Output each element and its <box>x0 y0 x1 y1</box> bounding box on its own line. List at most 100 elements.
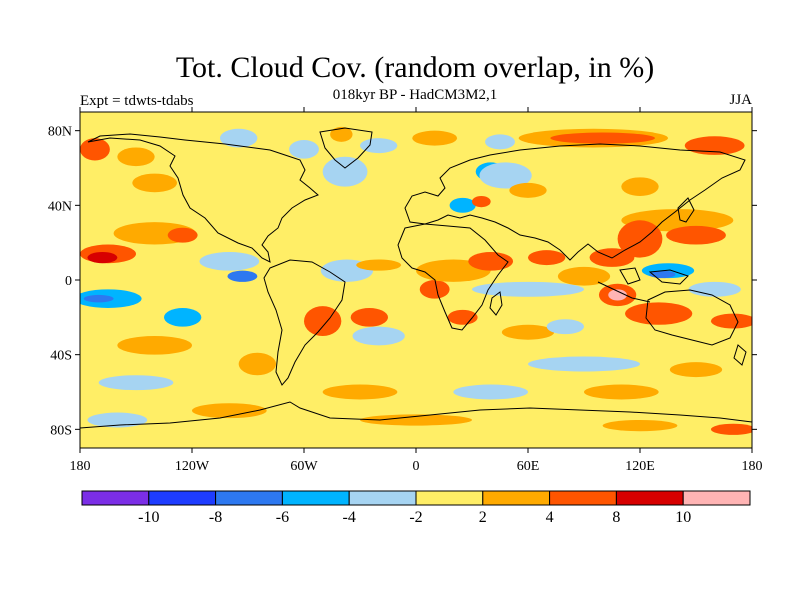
season-label: JJA <box>729 92 752 108</box>
anomaly-patch-2to4 <box>557 266 611 286</box>
coastline-greenland <box>319 127 373 169</box>
x-tick-label: 120W <box>175 459 210 474</box>
colorbar-label: -8 <box>209 509 222 526</box>
anomaly-patch-4to8 <box>710 423 752 435</box>
colorbar-label: -4 <box>343 509 356 526</box>
anomaly-patch-2to4 <box>238 352 276 376</box>
colorbar-box-below-10 <box>81 490 150 506</box>
coastline-antarctica <box>80 401 752 429</box>
colorbar-box-2to4 <box>482 490 551 506</box>
x-tick-label: 180 <box>742 459 763 474</box>
x-tick-label: 180 <box>70 459 91 474</box>
colorbar-label: -2 <box>409 509 422 526</box>
coastline-north-america <box>87 133 319 263</box>
colorbar-box--2to2 <box>415 490 484 506</box>
anomaly-patch-2to4 <box>621 177 659 197</box>
coastlines <box>80 127 752 429</box>
anomaly-patch-4to8 <box>167 227 198 243</box>
anomaly-patch-4to8 <box>625 302 693 325</box>
anomaly-field <box>80 126 752 435</box>
colorbar-box--6to-4 <box>281 490 350 506</box>
anomaly-patch--4to-2 <box>199 252 260 271</box>
y-tick-label: 0 <box>65 274 72 289</box>
anomaly-patch-2to4 <box>602 420 678 432</box>
anomaly-patch--4to-2 <box>546 319 584 335</box>
anomaly-patch-4to8 <box>666 225 726 245</box>
anomaly-patch--4to-2 <box>453 384 528 400</box>
experiment-label: Expt = tdwts-tdabs <box>80 93 194 109</box>
coastline-japan <box>677 197 695 223</box>
coastline-maritime-continent <box>597 267 689 303</box>
anomaly-patch-4to8 <box>468 252 514 271</box>
anomaly-patch-2to4 <box>509 182 547 198</box>
anomaly-patch-10plus <box>608 289 627 301</box>
y-tick-label: 40S <box>50 349 72 364</box>
coastline-eurasia <box>404 143 746 261</box>
anomaly-patch--4to-2 <box>289 140 319 159</box>
colorbar-label: 8 <box>612 509 620 526</box>
x-tick-label: 120E <box>625 459 655 474</box>
colorbar-label: 10 <box>675 509 691 526</box>
coastline-south-america <box>263 259 346 386</box>
anomaly-patch-4to8 <box>447 309 478 325</box>
anomaly-patch--4to-2 <box>360 138 398 154</box>
colorbar-box-8to10 <box>615 490 684 506</box>
y-axis-ticks: 80N 40N 0 40S 80S <box>48 125 757 438</box>
colorbar-label: 4 <box>546 509 554 526</box>
coastline-new-zealand <box>733 344 747 366</box>
anomaly-patch--4to-2 <box>479 162 532 189</box>
anomaly-patch--4to-2 <box>688 281 741 297</box>
anomaly-patch--4to-2 <box>485 134 515 150</box>
anomaly-patch-4to8 <box>710 313 752 329</box>
anomaly-patch-4to8 <box>350 308 389 327</box>
anomaly-patch-4to8 <box>528 250 566 266</box>
plot-title: Tot. Cloud Cov. (random overlap, in %) <box>175 51 655 84</box>
anomaly-patch-4to8 <box>80 138 110 161</box>
anomaly-patch-2to4 <box>330 126 353 142</box>
y-tick-label: 80S <box>50 423 72 438</box>
coastline-africa <box>397 223 509 331</box>
colorbar-label: -6 <box>276 509 289 526</box>
anomaly-patch--6to-4 <box>164 308 202 327</box>
x-tick-label: 60W <box>290 459 318 474</box>
anomaly-patch-4to8 <box>684 136 745 155</box>
colorbar-box--8to-6 <box>215 490 283 506</box>
anomaly-patch-2to4 <box>360 414 472 426</box>
y-tick-label: 80N <box>48 125 72 140</box>
colorbar-box-10plus <box>682 490 751 506</box>
anomaly-patch--4to-2 <box>352 326 405 346</box>
anomaly-patch-8to10 <box>87 252 118 264</box>
coastline-madagascar <box>489 291 503 316</box>
coastline-australia <box>645 289 739 346</box>
colorbar-box-4to8 <box>549 490 617 506</box>
x-axis-ticks: 180 120W 60W 0 60E 120E 180 <box>70 107 763 474</box>
anomaly-patch--4to-2 <box>98 375 174 391</box>
anomaly-patch-2to4 <box>412 130 458 146</box>
anomaly-patch-2to4 <box>322 384 398 400</box>
anomaly-patch--8to-6 <box>227 270 258 282</box>
colorbar: -10 -8 -6 -4 -2 2 4 8 10 <box>81 490 751 526</box>
colorbar-box--10to-8 <box>148 490 217 506</box>
x-tick-label: 0 <box>413 459 420 474</box>
anomaly-patch-4to8 <box>419 280 450 299</box>
anomaly-patch--4to-2 <box>322 156 368 187</box>
anomaly-patch-2to4 <box>117 147 155 167</box>
anomaly-patch--4to-2 <box>528 356 640 372</box>
anomaly-patch-4to8 <box>304 306 342 337</box>
map-background <box>80 112 752 448</box>
map-panel: 180 120W 60W 0 60E 120E 180 80N 40N 0 40S 80S <box>48 107 763 474</box>
x-tick-label: 60E <box>517 459 540 474</box>
anomaly-patch-2to4 <box>117 336 192 355</box>
anomaly-patch--4to-2 <box>220 128 258 148</box>
colorbar-label: 2 <box>479 509 487 526</box>
anomaly-patch--4to-2 <box>87 412 148 428</box>
anomaly-patch-2to4 <box>584 384 659 400</box>
anomaly-patch-4to8 <box>550 132 655 144</box>
anomaly-patch-2to4 <box>501 324 555 340</box>
anomaly-patch-4to8 <box>472 196 491 208</box>
plot-subtitle: 018kyr BP - HadCM3M2,1 <box>332 87 498 103</box>
colorbar-label: -10 <box>138 509 159 526</box>
anomaly-patch-2to4 <box>192 403 267 419</box>
y-tick-label: 40N <box>48 199 72 214</box>
